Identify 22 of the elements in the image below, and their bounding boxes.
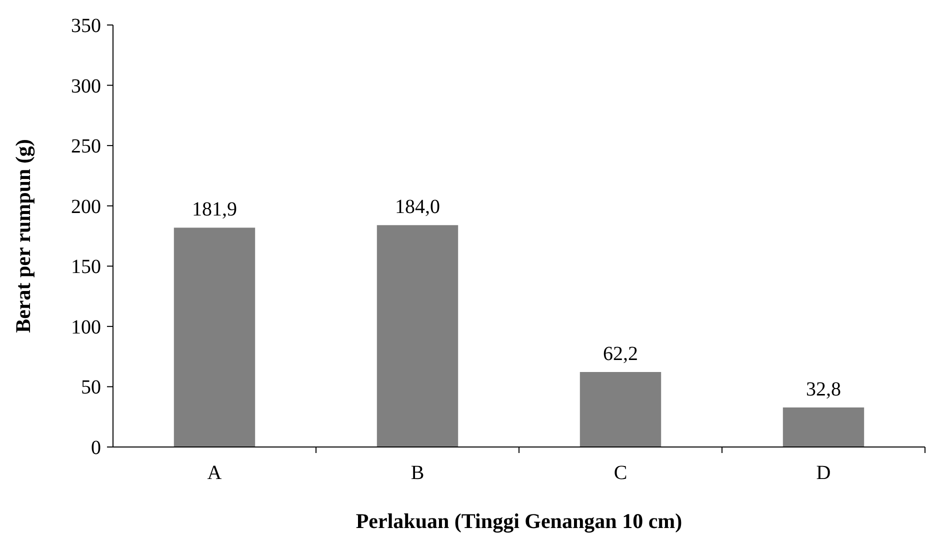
data-label: 181,9 [192,198,237,221]
y-tick-label: 0 [91,437,101,459]
x-tick-label: D [816,462,831,484]
y-tick-label: 100 [71,316,101,338]
y-tick-label: 150 [71,256,101,278]
bar [174,228,256,447]
x-tick-label: A [207,462,222,484]
y-tick-label: 50 [81,376,101,399]
bar [580,372,662,447]
data-label: 32,8 [806,378,841,400]
data-label: 62,2 [603,343,638,366]
x-tick-label: C [614,462,628,484]
y-axis-title: Berat per rumpun (g) [11,139,35,333]
y-tick-label: 200 [71,196,101,218]
bar [376,225,458,447]
x-axis-title: Perlakuan (Tinggi Genangan 10 cm) [356,509,682,533]
y-tick-label: 250 [71,136,101,158]
data-label: 184,0 [395,196,440,218]
y-tick-label: 350 [71,15,101,37]
y-tick-label: 300 [71,75,101,98]
x-tick-label: B [410,462,424,484]
bar [782,407,864,447]
